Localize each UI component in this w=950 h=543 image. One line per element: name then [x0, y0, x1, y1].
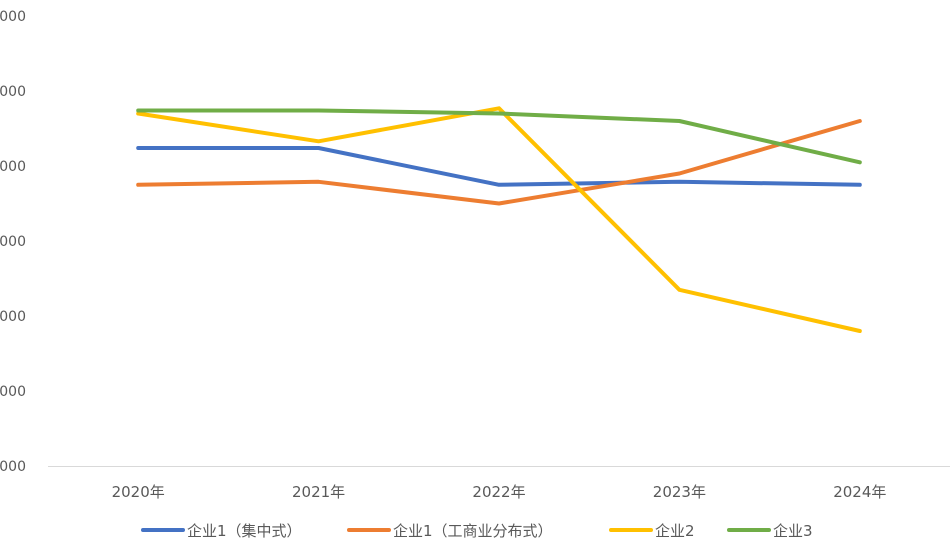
y-tick-label: 000	[0, 234, 26, 250]
series-line-2	[136, 119, 862, 206]
legend-label: 企业2	[655, 522, 695, 540]
legend-label: 企业1（集中式）	[187, 522, 302, 540]
x-tick-label: 2020年	[112, 483, 165, 501]
y-tick-label: 000	[0, 384, 26, 400]
y-tick-label: 000	[0, 159, 26, 175]
series-lines	[136, 106, 862, 333]
y-tick-label: 000	[0, 309, 26, 325]
series-line-4	[136, 108, 862, 165]
x-tick-label: 2023年	[653, 483, 706, 501]
x-tick-label: 2021年	[292, 483, 345, 501]
y-axis-ticks: 000 000 000 000 000 000 000	[0, 9, 26, 475]
y-tick-label: 000	[0, 459, 26, 475]
legend-label: 企业3	[773, 522, 813, 540]
y-tick-label: 000	[0, 84, 26, 100]
x-tick-label: 2024年	[833, 483, 886, 501]
x-tick-label: 2022年	[472, 483, 525, 501]
series-line-1	[136, 146, 862, 187]
legend-label: 企业1（工商业分布式）	[393, 522, 553, 540]
series-line-3	[136, 106, 862, 333]
x-axis-ticks: 2020年 2021年 2022年 2023年 2024年	[112, 483, 887, 501]
y-tick-label: 000	[0, 9, 26, 25]
legend: 企业1（集中式） 企业1（工商业分布式） 企业2 企业3	[141, 522, 813, 540]
